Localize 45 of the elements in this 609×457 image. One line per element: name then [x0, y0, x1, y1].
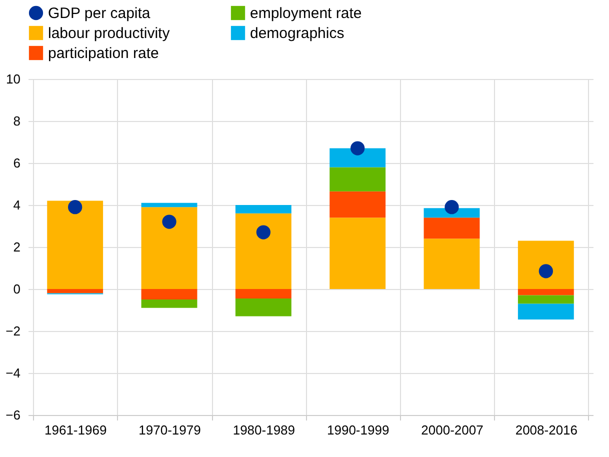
bar	[330, 167, 386, 192]
bar	[330, 148, 386, 168]
legend-label: participation rate	[48, 45, 159, 62]
x-tick-label: 1990-1999	[326, 422, 390, 438]
bar	[518, 304, 574, 320]
bar	[141, 207, 198, 289]
y-tick-label: 2	[13, 240, 20, 254]
bar	[141, 289, 198, 300]
legend-label: labour productivity	[48, 25, 170, 42]
point	[256, 225, 270, 240]
point	[350, 141, 365, 156]
bar	[330, 218, 386, 289]
legend-label: employment rate	[250, 5, 362, 22]
y-tick-label: 6	[13, 156, 20, 170]
bar	[518, 289, 574, 296]
bar	[235, 213, 292, 289]
bar	[141, 202, 198, 208]
bar	[141, 300, 198, 308]
bar	[424, 218, 480, 239]
x-tick-label: 1970-1979	[138, 422, 201, 438]
x-tick-label: 1961-1969	[44, 422, 107, 438]
bar	[47, 289, 104, 294]
y-tick-label: −2	[6, 324, 20, 338]
y-tick-label: 10	[6, 72, 20, 86]
x-tick-label: 1980-1989	[232, 422, 296, 438]
bar	[424, 238, 480, 289]
y-tick-label: −4	[6, 366, 20, 380]
legend-label: demographics	[250, 25, 344, 42]
point	[162, 214, 176, 229]
x-tick-label: 2000-2007	[421, 422, 484, 438]
bar	[518, 295, 574, 304]
point	[68, 200, 82, 214]
x-tick-label: 2008-2016	[515, 422, 578, 438]
y-tick-label: 0	[13, 282, 20, 296]
y-tick-label: 8	[13, 114, 20, 128]
bar	[47, 200, 104, 289]
bar	[330, 191, 386, 218]
legend-label: GDP per capita	[48, 5, 151, 22]
bar	[235, 289, 292, 298]
bar	[518, 240, 574, 289]
point	[444, 200, 459, 214]
y-tick-label: −6	[6, 408, 20, 422]
y-tick-label: 4	[13, 198, 20, 212]
bar	[235, 298, 292, 316]
bar	[235, 205, 292, 214]
